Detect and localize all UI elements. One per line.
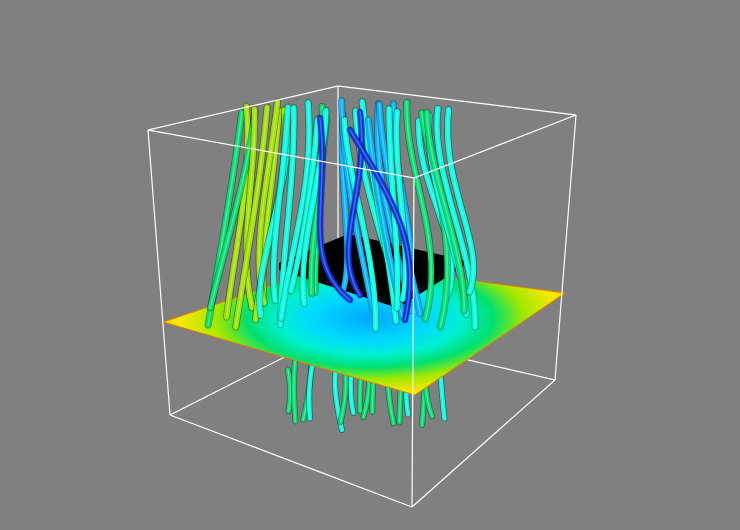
streamline-tube-highlight — [225, 105, 249, 318]
streamline-tube — [243, 106, 258, 311]
streamline-tube-highlight — [347, 111, 363, 296]
streamline-tube-highlight — [426, 111, 465, 312]
streamlines-upper — [204, 97, 479, 333]
streamline-tube-highlight — [436, 107, 476, 328]
streamline-tube — [288, 116, 321, 294]
streamline-tube — [306, 360, 316, 421]
streamline-tube — [317, 115, 353, 303]
streamline-tube-highlight — [302, 109, 327, 305]
streamline-tube-highlight — [405, 101, 433, 320]
streamline-tube — [232, 104, 270, 330]
streamline-tube-highlight — [446, 108, 475, 293]
bounding-box-front — [147, 85, 577, 508]
streamline-tube — [285, 367, 293, 414]
streamline-tube — [404, 99, 435, 322]
streamlines-lower — [284, 347, 448, 433]
streamline-tube-highlight — [293, 359, 297, 423]
streamline-tube — [434, 105, 478, 330]
streamline-tube — [345, 109, 365, 298]
streamline-tube-highlight — [290, 118, 319, 292]
streamline-tube-highlight — [349, 129, 411, 321]
streamline-tube — [424, 109, 467, 314]
streamline-tube — [341, 117, 379, 332]
streamline-tube-highlight — [287, 368, 291, 412]
streamline-tube — [347, 127, 413, 323]
streamline-tube-highlight — [395, 110, 407, 301]
streamline-tube-highlight — [280, 101, 310, 320]
streamline-tube-highlight — [343, 118, 377, 330]
streamline-tube — [393, 109, 409, 302]
streamline-tube — [223, 103, 251, 320]
streamline-tube — [291, 357, 298, 424]
streamline-tube-highlight — [319, 117, 351, 301]
streamline-tube-highlight — [245, 108, 256, 309]
streamline-tube — [278, 100, 312, 322]
streamline-tube-highlight — [234, 106, 268, 328]
streamline-tube — [444, 106, 477, 295]
streamline-tube-highlight — [272, 106, 289, 302]
streamline-tube — [270, 104, 291, 304]
streamline-tube — [300, 107, 329, 307]
streamline-tube-highlight — [308, 361, 314, 420]
